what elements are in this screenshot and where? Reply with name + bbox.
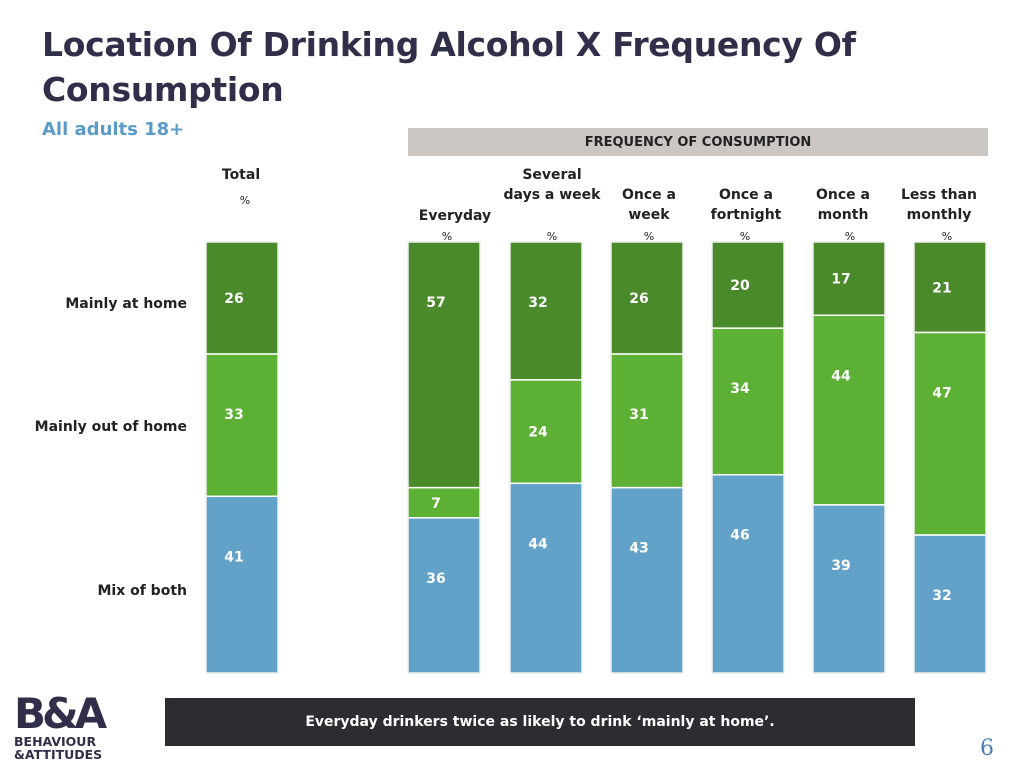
data-label-everyday-mainly-at-home: 57 [426,295,445,311]
data-label-several-days-mix-of-both: 44 [528,536,548,552]
bar-everyday-mainly-out-of-home [407,486,481,519]
data-label-total-mainly-at-home: 26 [224,291,243,307]
logo-line-attitudes: &ATTITUDES [14,747,102,760]
row-label-mainly-at-home: Mainly at home [65,296,187,312]
behaviour-attitudes-logo: B&A BEHAVIOUR &ATTITUDES [14,689,112,760]
column-header-total: Total [221,167,261,183]
page-subtitle: All adults 18+ [42,119,185,140]
data-label-several-days-mainly-out-of-home: 24 [528,425,548,441]
callout-banner: Everyday drinkers twice as likely to dri… [165,698,915,746]
data-label-once-a-month-mainly-out-of-home: 44 [831,368,851,384]
row-label-mix-of-both: Mix of both [97,583,187,599]
logo-mark: B&A [14,689,108,738]
bar-once-a-month-mix-of-both [812,504,886,674]
data-label-less-than-monthly-mix-of-both: 32 [932,588,951,604]
data-label-everyday-mainly-out-of-home: 7 [431,496,441,512]
bar-everyday-mix-of-both [407,517,481,674]
bar-several-days-mix-of-both [509,482,583,674]
bar-frame-once-a-week [610,241,684,674]
data-label-once-a-fortnight-mainly-at-home: 20 [730,278,750,294]
data-label-total-mix-of-both: 41 [224,549,243,565]
bar-less-than-monthly-mainly-out-of-home [913,331,987,536]
bar-total-mainly-out-of-home [205,353,279,498]
data-label-once-a-fortnight-mainly-out-of-home: 34 [730,381,750,397]
data-label-several-days-mainly-at-home: 32 [528,295,547,311]
bar-less-than-monthly-mainly-at-home [913,241,987,334]
bar-once-a-month-mainly-out-of-home [812,314,886,506]
percent-marker-once-a-week: % [643,230,655,243]
logo-line-behaviour: BEHAVIOUR [14,734,96,749]
data-label-once-a-week-mix-of-both: 43 [629,541,648,557]
bar-frame-once-a-month [812,241,886,674]
column-header-once-a-month: Once a month [816,187,870,223]
percent-marker-once-a-month: % [844,230,856,243]
column-header-once-a-fortnight: Once a fortnight [710,187,782,223]
data-label-once-a-fortnight-mix-of-both: 46 [730,528,749,544]
bar-once-a-fortnight-mix-of-both [711,473,785,674]
column-header-several-days: Several days a week [503,167,601,203]
frequency-header-band: FREQUENCY OF CONSUMPTION [408,128,988,156]
page-title: Location Of Drinking Alcohol X Frequency… [42,25,856,109]
data-label-less-than-monthly-mainly-out-of-home: 47 [932,386,951,402]
column-header-everyday: Everyday [418,208,492,224]
bar-total-mix-of-both [205,495,279,674]
bar-frame-everyday [407,241,481,674]
bar-total-mainly-at-home [205,241,279,355]
bar-frame-several-days [509,241,583,674]
bar-once-a-week-mix-of-both [610,486,684,674]
bar-once-a-fortnight-mainly-out-of-home [711,327,785,476]
percent-marker-once-a-fortnight: % [739,230,751,243]
column-header-once-a-week: Once a week [622,187,676,223]
percent-marker-total: % [239,194,251,207]
percent-marker-several-days: % [546,230,558,243]
percent-marker-everyday: % [441,230,453,243]
page-number: 6 [980,736,994,761]
bar-frame-total [205,241,279,674]
data-label-once-a-week-mainly-at-home: 26 [629,291,648,307]
row-label-mainly-out-of-home: Mainly out of home [34,419,187,435]
data-label-everyday-mix-of-both: 36 [426,571,445,587]
bar-everyday-mainly-at-home [407,241,481,489]
bar-frame-once-a-fortnight [711,241,785,674]
column-header-less-than-monthly: Less than monthly [900,187,978,223]
bar-less-than-monthly-mix-of-both [913,534,987,674]
data-label-once-a-month-mix-of-both: 39 [831,558,850,574]
data-label-once-a-month-mainly-at-home: 17 [831,272,850,288]
bar-frame-less-than-monthly [913,241,987,674]
bar-once-a-month-mainly-at-home [812,241,886,317]
percent-marker-less-than-monthly: % [941,230,953,243]
data-label-less-than-monthly-mainly-at-home: 21 [932,280,951,296]
data-label-total-mainly-out-of-home: 33 [224,407,243,423]
bar-several-days-mainly-out-of-home [509,379,583,485]
data-label-once-a-week-mainly-out-of-home: 31 [629,407,648,423]
